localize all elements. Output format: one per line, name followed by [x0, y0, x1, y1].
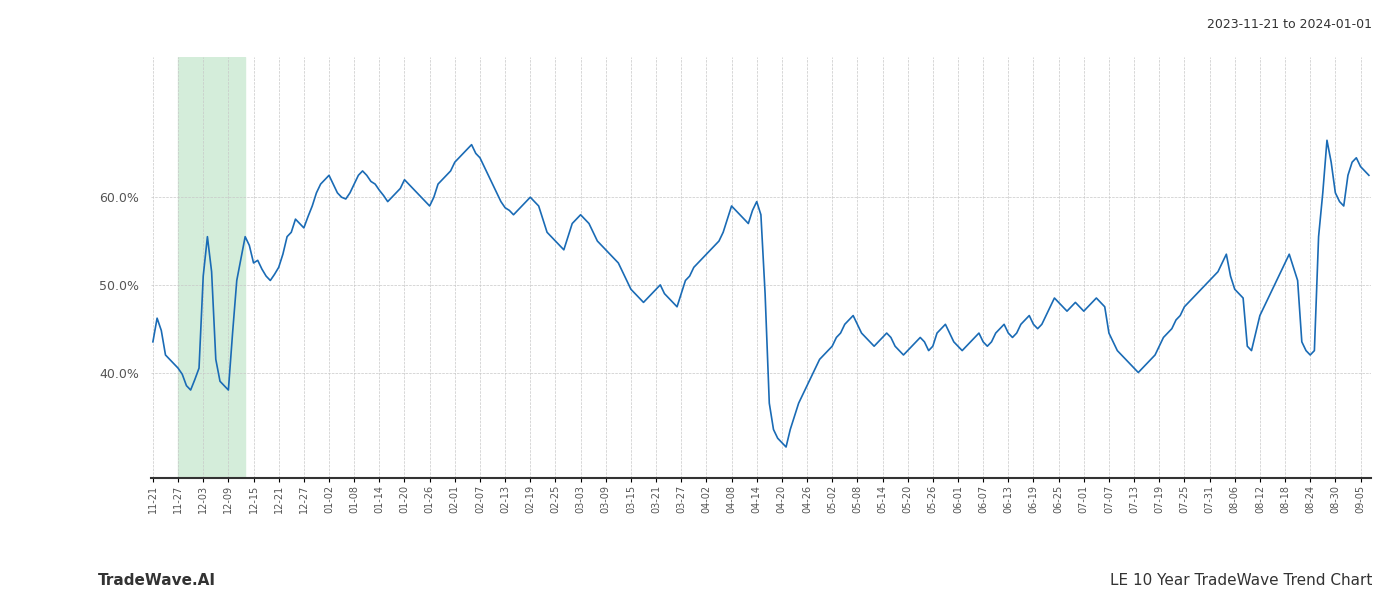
Text: 2023-11-21 to 2024-01-01: 2023-11-21 to 2024-01-01	[1207, 18, 1372, 31]
Text: LE 10 Year TradeWave Trend Chart: LE 10 Year TradeWave Trend Chart	[1110, 573, 1372, 588]
Bar	[178, 57, 245, 478]
Text: TradeWave.AI: TradeWave.AI	[98, 573, 216, 588]
